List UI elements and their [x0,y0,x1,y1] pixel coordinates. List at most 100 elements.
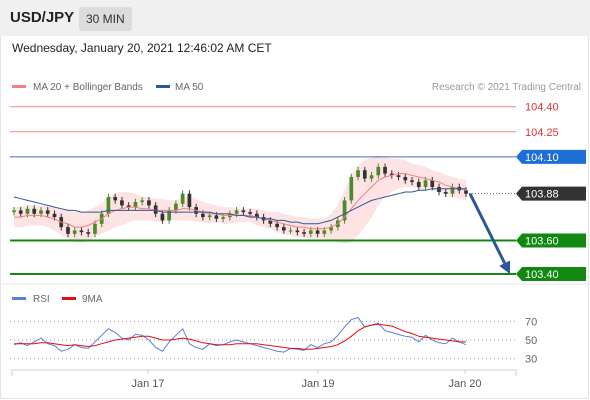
rsi-line [13,317,467,353]
candle [376,163,381,179]
badge-shape [516,186,586,201]
candle-body [295,230,300,233]
candle-body [369,175,374,179]
candle-body [160,213,165,221]
copyright-label: Research © 2021 Trading Central [432,82,581,93]
candle-body [167,210,172,221]
candle [410,176,414,186]
rsi-legend-swatch [12,297,26,300]
candle-body [302,232,306,234]
candle [160,210,165,224]
candle-body [140,200,145,203]
time-tick-label: Jan 19 [301,378,334,390]
candle-body [52,213,57,218]
candle-body [383,166,387,174]
price-levels [10,106,516,275]
candle-body [187,193,192,208]
chart-header: USD/JPY 30 MIN [0,0,590,36]
candle-body [450,186,455,194]
projection-arrow-shaft [468,193,506,264]
support-badge: 103.60 [516,233,586,248]
candle-body [207,215,212,218]
candle [79,227,84,236]
candle [356,166,360,181]
candle-body [329,227,333,231]
badge-label: 103.60 [525,236,559,248]
candle-body [106,197,111,214]
candle-body [86,232,91,234]
candle [120,197,124,209]
time-tick-label: Jan 20 [448,378,481,390]
candle [133,198,138,211]
candle [329,223,333,234]
resistance-label: 104.40 [525,102,559,114]
candle [362,166,367,182]
rsi-tick-label: 50 [525,335,537,347]
candle-body [113,197,118,201]
candle [140,197,145,206]
candle [72,227,77,238]
candle-body [133,202,138,208]
candle-body [234,210,239,214]
candle [288,227,293,234]
candle [342,197,347,224]
candle [349,173,354,204]
candle-body [281,227,286,231]
candle [126,202,131,211]
candle [66,223,70,238]
symbol-label: USD/JPY [10,9,75,26]
level-badges: 104.40 104.25 104.10 103.88 103.60 103.40 [516,102,586,281]
candle-body [126,205,131,208]
candle-body [25,208,30,214]
candle [443,188,448,198]
rsi-ma-line [14,323,466,350]
candle-body [389,173,394,176]
candle-body [79,230,84,233]
candle-body [214,215,219,219]
candle-body [443,192,448,194]
candle-body [315,230,320,234]
legend: MA 20 + Bollinger Bands MA 50 Research ©… [12,82,581,93]
candle [403,173,408,184]
candle [187,190,192,211]
candle-body [66,227,70,234]
candle-body [396,175,401,177]
candle [106,193,111,218]
candle-body [356,170,360,177]
candle-body [349,176,354,201]
candle [167,207,172,224]
badge-label: 103.40 [525,269,559,281]
projection-arrow-head [499,260,511,274]
badge-label: 104.10 [525,152,559,164]
candle [389,170,394,179]
candle-body [288,230,293,232]
candle-body [45,210,50,214]
rsi-tick-label: 30 [525,354,537,366]
rsi-panel: 70 50 30 [10,316,537,366]
candle-body [268,220,273,224]
rsi-ma-legend-label: 9MA [82,294,103,305]
last-badge: 103.88 [516,186,586,201]
interval-button[interactable]: 30 MIN [79,7,132,31]
ma50-legend-swatch [156,85,170,88]
candle-body [147,200,151,206]
candle [437,183,441,196]
candle-body [342,200,347,221]
candle [383,163,387,177]
candle [180,190,185,208]
candle-body [275,223,279,228]
candle-body [39,210,43,214]
candle-body [153,205,158,214]
candle [93,220,97,238]
candle-body [437,186,441,193]
candle [153,202,158,218]
candle-body [32,208,37,214]
rsi-legend-label: RSI [33,294,50,305]
candle-body [430,180,435,187]
rsi-tick-label: 70 [525,316,537,328]
candle [369,171,374,182]
candle-body [72,230,77,234]
candle-body [12,210,16,213]
projection-arrow [468,193,511,274]
